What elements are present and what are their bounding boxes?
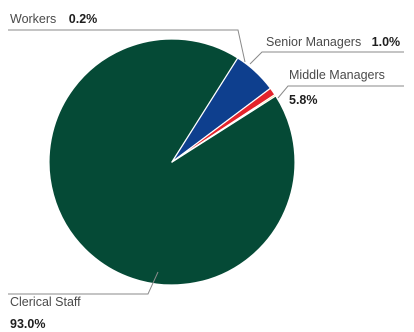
leader-line-clerical-staff — [8, 271, 159, 295]
leader-line-senior-managers — [249, 51, 404, 65]
pie-slice-workers — [171, 94, 277, 163]
label-middle-managers-value: 5.8% — [289, 93, 318, 107]
label-middle-managers-name: Middle Managers — [289, 68, 385, 82]
label-clerical-staff-name: Clerical Staff — [10, 295, 81, 309]
label-senior-managers: Senior Managers 1.0% — [266, 33, 400, 50]
label-workers-value: 0.2% — [69, 12, 98, 26]
label-senior-managers-name: Senior Managers — [266, 35, 361, 49]
leader-line-middle-managers — [277, 85, 404, 99]
leader-line-workers — [8, 29, 246, 63]
label-workers: Workers 0.2% — [10, 10, 97, 27]
pie-slices — [48, 38, 296, 286]
label-senior-managers-value: 1.0% — [372, 35, 401, 49]
label-workers-name: Workers — [10, 12, 56, 26]
label-clerical-staff-value: 93.0% — [10, 317, 45, 331]
